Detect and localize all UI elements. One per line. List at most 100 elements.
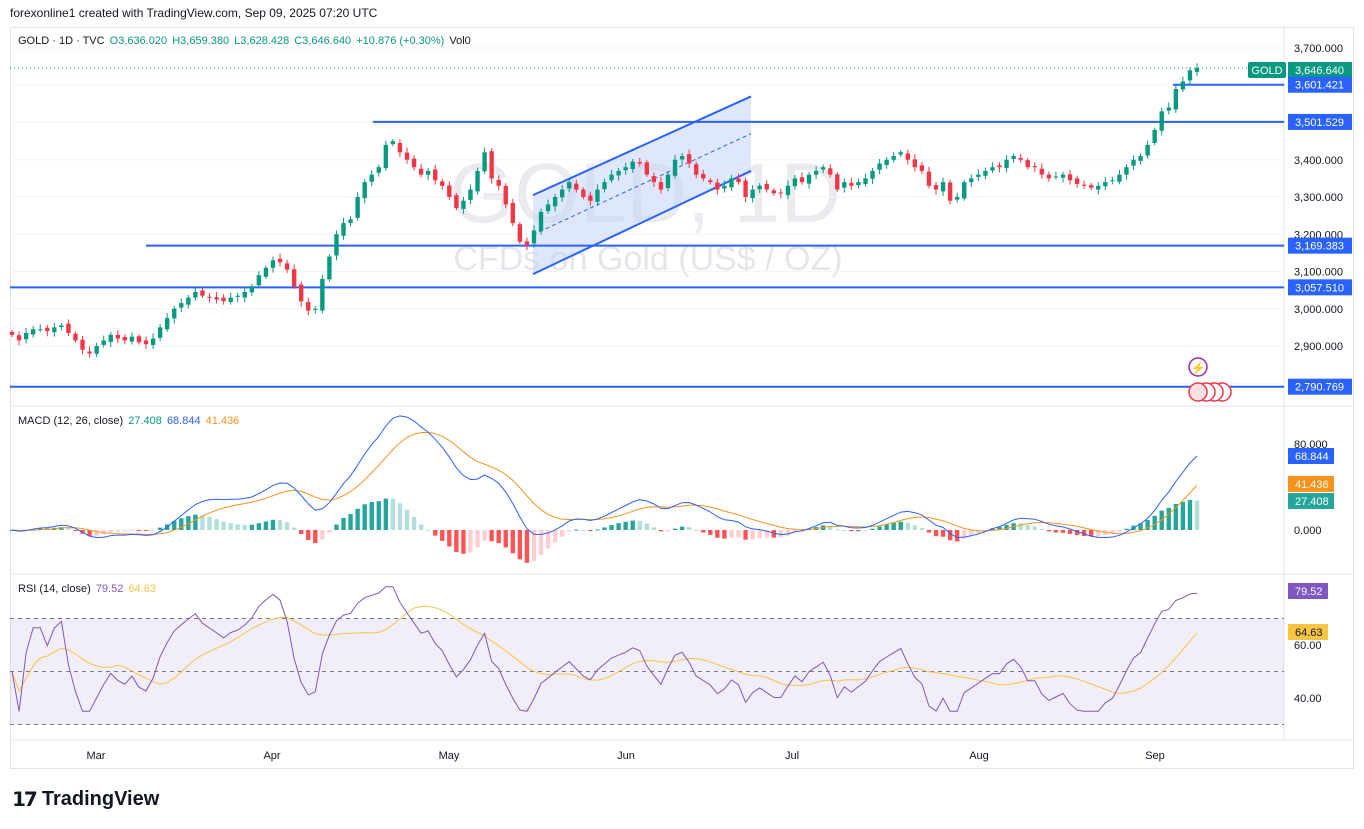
macd-histogram-bar	[263, 521, 269, 530]
price-channel[interactable]	[532, 95, 752, 276]
high-value: H3,659.380	[172, 35, 230, 47]
macd-histogram-bar	[214, 519, 219, 530]
candle-body	[588, 195, 593, 201]
us-flag-icon[interactable]	[1188, 382, 1208, 402]
candle-body	[228, 297, 233, 303]
macd-histogram-bar	[962, 530, 967, 539]
candle-body	[602, 182, 607, 190]
candle-body	[1032, 166, 1037, 168]
macd-hist-value: 27.408	[128, 415, 162, 427]
candle-body	[1124, 167, 1129, 175]
candle-body	[115, 334, 120, 339]
macd-value-tag	[1288, 448, 1334, 464]
candle-body	[447, 185, 452, 197]
time-axis[interactable]: Mar Apr May Jun Jul Aug Sep	[87, 750, 1165, 762]
macd-histogram-bar	[835, 529, 840, 531]
candle-body	[136, 336, 142, 343]
channel-lower-line[interactable]	[532, 170, 752, 276]
candle-body	[849, 182, 854, 186]
macd-histogram-bar	[186, 516, 191, 530]
macd-histogram-bar	[1124, 528, 1129, 530]
candle-body	[129, 336, 135, 342]
macd-histogram-bar	[66, 528, 71, 530]
symbol-tag[interactable]	[1248, 62, 1286, 78]
events-icons[interactable]: ⚡	[1188, 357, 1232, 402]
candle-body	[291, 269, 297, 287]
macd-histogram-bar	[729, 530, 734, 538]
main-legend: GOLD · 1D · TVC O3,636.020 H3,659.380 L3…	[18, 35, 473, 47]
candle-body	[686, 154, 692, 164]
rsi-ma-tag	[1288, 624, 1328, 640]
macd-histogram-bar	[644, 523, 650, 530]
macd-signal-line	[11, 431, 1198, 536]
candle-body	[524, 241, 530, 246]
candle-body	[715, 182, 720, 190]
lightning-icon[interactable]	[1188, 357, 1208, 377]
candle-body	[496, 179, 501, 186]
macd-histogram-bar	[221, 521, 226, 530]
macd-histogram-bar	[665, 530, 671, 532]
macd-histogram-bar	[912, 525, 918, 530]
candle-body	[1096, 185, 1101, 190]
candle-body	[940, 182, 946, 192]
price-axis[interactable]: 3,700.0003,600.0003,500.0003,400.0003,30…	[1248, 43, 1352, 705]
candle-body	[1025, 160, 1030, 168]
macd-histogram-bar	[785, 530, 791, 536]
time-tick-label: Sep	[1145, 750, 1165, 762]
candle-body	[679, 156, 685, 160]
macd-histogram-bar	[686, 527, 692, 530]
macd-histogram-bar	[708, 530, 713, 535]
macd-histogram-bar	[1032, 526, 1037, 530]
rsi-title[interactable]: RSI (14, close)	[18, 583, 91, 595]
macd-histogram-bar	[750, 530, 755, 540]
tradingview-logo[interactable]: 𝟭𝟳 TradingView	[12, 787, 159, 812]
macd-histogram-bar	[200, 515, 205, 530]
macd-histogram-bar	[327, 530, 332, 533]
rsi-value-text: 79.52	[1295, 586, 1323, 598]
candle-body	[630, 161, 635, 170]
candle-body	[94, 346, 99, 354]
candle-body	[418, 168, 424, 175]
symbol-label[interactable]: GOLD · 1D · TVC	[18, 35, 105, 47]
candle-body	[30, 329, 36, 335]
macd-histogram-bar	[1110, 530, 1115, 534]
macd-histogram-bar	[517, 530, 523, 560]
candle-body	[101, 340, 106, 345]
candle-body	[284, 263, 290, 270]
macd-value-text: 27.408	[1295, 496, 1329, 508]
macd-histogram-bar	[694, 529, 699, 531]
macd-histogram-bar	[679, 526, 685, 530]
macd-histogram-bar	[630, 520, 635, 530]
level-price-tag	[1288, 279, 1352, 296]
macd-histogram-bar	[390, 498, 396, 530]
candle-body	[637, 161, 642, 164]
candle-body	[835, 174, 840, 190]
macd-histogram-bar	[320, 530, 325, 540]
macd-histogram-bar	[1074, 530, 1080, 536]
candle-body	[376, 167, 381, 173]
macd-histogram-bar	[496, 530, 501, 544]
candle-body	[785, 185, 791, 196]
candle-body	[799, 177, 805, 183]
macd-histogram-bar	[1053, 530, 1059, 533]
macd-histogram-bar	[1180, 501, 1186, 530]
candle-body	[1117, 174, 1122, 182]
macd-histogram-bar	[207, 516, 212, 530]
macd-title[interactable]: MACD (12, 26, close)	[18, 415, 124, 427]
macd-histogram-bar	[1166, 507, 1171, 530]
candle-body	[1103, 182, 1108, 187]
candle-body	[1046, 174, 1052, 179]
macd-histogram-bar	[997, 526, 1002, 530]
macd-histogram-bar	[369, 501, 374, 530]
candle-body	[567, 182, 572, 189]
change-value: +10.876 (+0.30%)	[356, 35, 445, 47]
macd-histogram-bar	[1138, 523, 1143, 530]
macd-histogram-bar	[884, 524, 889, 530]
macd-histogram-bar	[891, 522, 896, 530]
channel-upper-line[interactable]	[532, 95, 752, 197]
macd-histogram-bar	[1025, 525, 1030, 530]
macd-histogram-bar	[376, 501, 381, 530]
channel-fill	[533, 96, 751, 275]
macd-histogram-bar	[1067, 530, 1073, 534]
